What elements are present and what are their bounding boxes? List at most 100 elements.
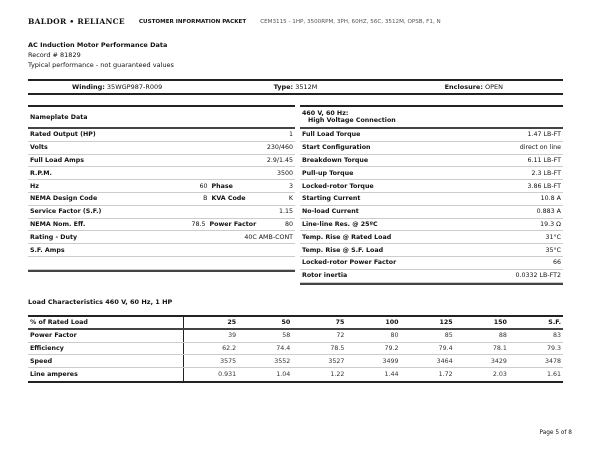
nameplate-row: Service Factor (S.F.) 1.15 — [28, 206, 295, 219]
cell: 3499 — [382, 357, 399, 365]
row-value: 2.3 LB-FT — [531, 169, 561, 177]
cell: 79.4 — [438, 344, 453, 352]
row-value: 35°C — [545, 246, 561, 254]
row-value: B — [203, 195, 208, 203]
row-label-2: KVA Code — [211, 195, 246, 203]
row-label: Line amperes — [28, 368, 184, 381]
row-value-2: 80 — [285, 220, 294, 228]
row-label: Full Load Torque — [302, 131, 361, 139]
cell: 78.1 — [492, 344, 507, 352]
cell: 88 — [498, 332, 507, 340]
connection-title: 460 V, 60 Hz: High Voltage Connection — [300, 107, 563, 129]
cell: 3527 — [328, 357, 345, 365]
load-row: Speed 3575 3552 3527 3499 3464 3429 3478 — [28, 355, 563, 369]
cell: 50 — [281, 318, 291, 326]
row-value: 40C AMB-CONT — [244, 233, 293, 241]
row-label: Temp. Rise @ Rated Load — [302, 233, 392, 241]
row-value: 0.883 A — [536, 208, 561, 216]
cell: 62.2 — [222, 344, 237, 352]
cell: 1.22 — [330, 371, 345, 379]
cell: 150 — [493, 318, 507, 326]
load-characteristics-title: Load Characteristics 460 V, 60 Hz, 1 HP — [28, 298, 173, 306]
cell: 1.72 — [438, 371, 453, 379]
row-label: NEMA Nom. Eff. — [30, 220, 86, 228]
connection-row: Line-line Res. @ 25ºC 19.3 Ω — [300, 219, 563, 232]
connection-row: Starting Current 10.8 A — [300, 193, 563, 206]
row-value: 19.3 Ω — [540, 220, 561, 228]
connection-row: Locked-rotor Power Factor 66 — [300, 257, 563, 270]
load-header-row: % of Rated Load 25 50 75 100 125 150 S.F. — [28, 317, 563, 330]
row-value: 10.8 A — [540, 195, 561, 203]
connection-row: Full Load Torque 1.47 LB-FT — [300, 129, 563, 142]
document-title: AC Induction Motor Performance Data — [28, 41, 168, 49]
row-label: Hz — [30, 182, 39, 190]
brand-logo: BALDOR • RELIANCE — [28, 17, 125, 26]
row-value: direct on line — [519, 144, 561, 152]
row-value: 66 — [552, 259, 561, 267]
record-number: Record # 81829 — [28, 51, 81, 59]
nameplate-table: Nameplate Data Rated Output (HP) 1 Volts 23… — [28, 105, 295, 272]
row-label: Rating - Duty — [30, 233, 78, 241]
connection-row: Pull-up Torque 2.3 LB-FT — [300, 167, 563, 181]
row-value-2: 3 — [289, 182, 294, 190]
nameplate-row: Rating - Duty 40C AMB-CONT — [28, 231, 295, 245]
winding-bar: Winding: 35WGP987-R009 Type: 3512M Enclo… — [28, 79, 563, 95]
row-label: Temp. Rise @ S.F. Load — [302, 246, 384, 254]
enclosure-field: Enclosure: OPEN — [444, 83, 504, 91]
cell: 39 — [228, 332, 237, 340]
cell: 79.2 — [384, 344, 399, 352]
cell: 3478 — [544, 357, 561, 365]
row-value: 0.0332 LB-FT2 — [515, 272, 562, 280]
nameplate-row: NEMA Nom. Eff. 78.5 Power Factor 80 — [28, 219, 295, 232]
row-label: Pull-up Torque — [302, 169, 354, 177]
row-value: 60 — [199, 182, 208, 190]
row-label: Line-line Res. @ 25ºC — [302, 220, 378, 228]
nameplate-row: Hz 60 Phase 3 — [28, 180, 295, 193]
row-label: Full Load Amps — [30, 156, 84, 164]
cell: 83 — [552, 332, 561, 340]
page-header: BALDOR • RELIANCE CUSTOMER INFORMATION P… — [28, 17, 441, 26]
disclaimer: Typical performance - not guaranteed val… — [28, 61, 174, 69]
cell: 1.44 — [384, 371, 399, 379]
connection-row: Temp. Rise @ Rated Load 31°C — [300, 231, 563, 245]
connection-row: Start Configuration direct on line — [300, 142, 563, 155]
cell: 125 — [439, 318, 453, 326]
row-value: 78.5 — [191, 220, 206, 228]
model-description: CEM3115 - 1HP, 3500RPM, 3PH, 60HZ, 56C, … — [260, 18, 441, 25]
connection-row: Temp. Rise @ S.F. Load 35°C — [300, 244, 563, 257]
row-label: NEMA Design Code — [30, 195, 98, 203]
load-row: Efficiency 62.2 74.4 78.5 79.2 79.4 78.1 79.3 — [28, 342, 563, 356]
row-label: Starting Current — [302, 195, 361, 203]
row-label-2: Phase — [211, 182, 233, 190]
cell: 85 — [444, 332, 453, 340]
connection-row: Rotor inertia 0.0332 LB-FT2 — [300, 270, 563, 283]
nameplate-row: NEMA Design Code B KVA Code K — [28, 193, 295, 206]
cell: 100 — [385, 318, 399, 326]
cell: S.F. — [548, 318, 561, 326]
row-label: Service Factor (S.F.) — [30, 208, 102, 216]
cell: 3429 — [490, 357, 507, 365]
cell: 0.931 — [218, 371, 237, 379]
connection-row: Locked-rotor Torque 3.86 LB-FT — [300, 180, 563, 193]
type-field: Type: 3512M — [273, 83, 318, 91]
load-row: Line amperes 0.931 1.04 1.22 1.44 1.72 2.03 1.6… — [28, 368, 563, 381]
winding-field: Winding: 35WGP987-R009 — [72, 83, 163, 91]
row-label: Breakdown Torque — [302, 156, 369, 164]
row-label: Power Factor — [28, 329, 184, 342]
row-label: Volts — [30, 144, 48, 152]
cell: 72 — [336, 332, 345, 340]
cell: 58 — [282, 332, 291, 340]
page-number: Page 5 of 8 — [539, 430, 572, 436]
cell: 80 — [390, 332, 399, 340]
packet-title: CUSTOMER INFORMATION PACKET — [138, 18, 247, 25]
cell: 78.5 — [330, 344, 345, 352]
row-value: 6.11 LB-FT — [527, 156, 561, 164]
load-row: Power Factor 39 58 72 80 85 88 83 — [28, 329, 563, 343]
nameplate-row: Rated Output (HP) 1 — [28, 129, 295, 142]
nameplate-row: Full Load Amps 2.9/1.45 — [28, 155, 295, 168]
row-label: Rated Output (HP) — [30, 131, 96, 139]
cell: 2.03 — [492, 371, 507, 379]
cell: 79.3 — [546, 344, 561, 352]
row-label: Locked-rotor Power Factor — [302, 259, 397, 267]
row-label: R.P.M. — [30, 169, 52, 177]
